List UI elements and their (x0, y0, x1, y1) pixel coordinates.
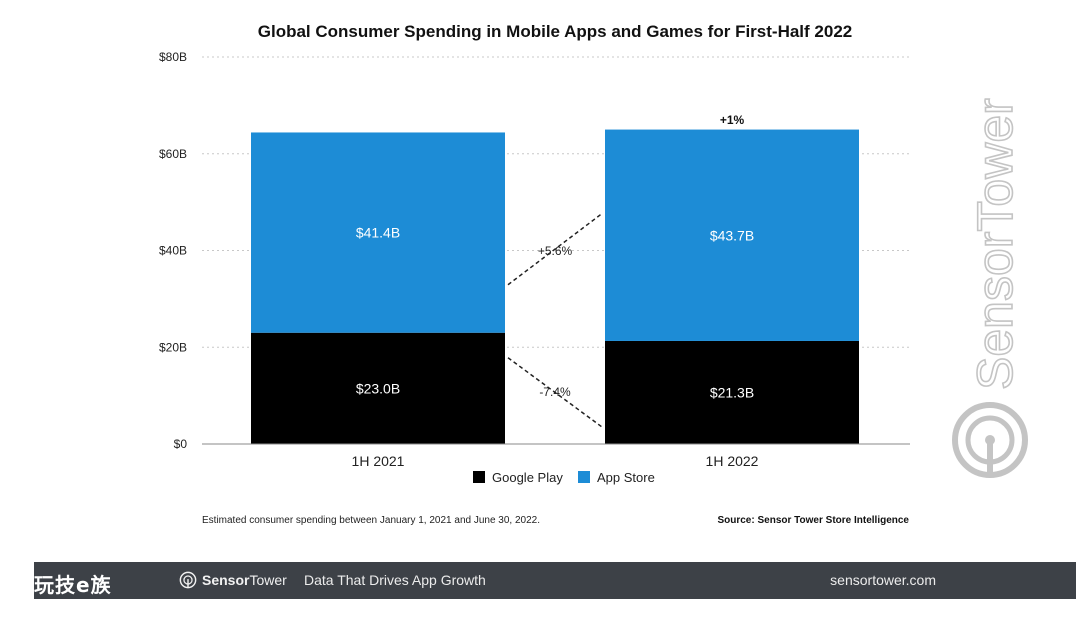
legend: Google Play App Store (473, 470, 655, 485)
bar-segment-app-store (251, 132, 505, 333)
x-axis-tick-labels: 1H 2021 1H 2022 (352, 453, 759, 469)
bar-segment-google-play (605, 340, 859, 444)
segment-labels: $23.0B $41.4B $21.3B $43.7B (356, 225, 754, 401)
brand-bold: Sensor (202, 572, 250, 588)
chart-footnote: Estimated consumer spending between Janu… (202, 515, 540, 526)
y-tick-label: $60B (159, 147, 187, 161)
footer-bar: 玩技e族 SensorTower Data That Drives App Gr… (34, 562, 1076, 599)
google-play-change-annotation: -7.4% (539, 385, 571, 399)
x-tick-label: 1H 2022 (706, 453, 759, 469)
chart: Global Consumer Spending in Mobile Apps … (159, 22, 1028, 526)
y-tick-label: $80B (159, 50, 187, 64)
sensor-tower-logo-icon (179, 571, 197, 589)
app-store-change-annotation: +5.6% (538, 244, 573, 258)
y-tick-label: $0 (174, 437, 188, 451)
data-label: $41.4B (356, 225, 400, 241)
legend-swatch-app-store (578, 471, 590, 483)
brand-regular: Tower (249, 572, 287, 588)
google-play-change-connector (507, 357, 603, 428)
cn-site-logo: 玩技e族 (34, 573, 112, 597)
sensor-tower-logo-icon (952, 402, 1028, 478)
data-label: $23.0B (356, 380, 400, 396)
data-label: $43.7B (710, 227, 754, 243)
change-connectors (507, 212, 603, 428)
sensor-tower-brand: SensorTower (202, 572, 287, 588)
chart-title: Global Consumer Spending in Mobile Apps … (258, 22, 852, 41)
watermark-text: SensorTower (967, 98, 1023, 390)
footer-tagline: Data That Drives App Growth (304, 572, 486, 588)
y-tick-label: $20B (159, 340, 187, 354)
legend-label-google-play: Google Play (492, 470, 563, 485)
app-store-change-connector (507, 212, 603, 286)
bar-segment-app-store (605, 129, 859, 341)
data-label: $21.3B (710, 384, 754, 400)
bars (251, 129, 859, 444)
legend-label-app-store: App Store (597, 470, 655, 485)
legend-swatch-google-play (473, 471, 485, 483)
footer-site-link[interactable]: sensortower.com (830, 572, 936, 588)
y-axis-tick-labels: $0 $20B $40B $60B $80B (159, 50, 187, 451)
sensor-tower-watermark: SensorTower (952, 97, 1028, 478)
chart-source: Source: Sensor Tower Store Intelligence (717, 515, 909, 526)
total-change-annotation: +1% (720, 113, 745, 127)
x-tick-label: 1H 2021 (352, 453, 405, 469)
y-tick-label: $40B (159, 244, 187, 258)
bar-segment-google-play (251, 332, 505, 444)
